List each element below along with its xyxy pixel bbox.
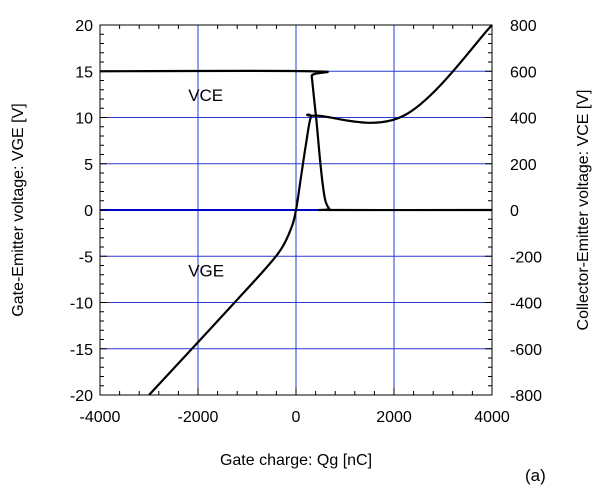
right-y-tick-label: 0	[510, 203, 519, 220]
right-y-tick-label: 200	[510, 157, 537, 174]
vce-curve	[99, 69, 493, 212]
vce-curve-label: VCE	[188, 86, 223, 105]
x-tick-label: -2000	[178, 409, 219, 426]
left-y-tick-label: -20	[70, 388, 93, 405]
left-y-tick-label: -15	[70, 342, 93, 359]
left-y-tick-label: 5	[84, 157, 93, 174]
right-y-tick-label: 400	[510, 111, 537, 128]
x-tick-label: -4000	[80, 409, 121, 426]
x-tick-label: 2000	[376, 409, 412, 426]
left-y-tick-label: -5	[79, 249, 93, 266]
left-y-tick-label: 15	[75, 64, 93, 81]
plot-frame	[99, 24, 493, 396]
left-y-tick-label: 20	[75, 18, 93, 35]
axis-ticks	[99, 24, 493, 396]
left-y-axis-title: Gate-Emitter voltage: VGE [V]	[10, 103, 27, 316]
tick-labels: -4000 -2000 0 2000 4000-20-15-10-505101520-8…	[70, 18, 542, 426]
vge-curve	[148, 24, 493, 396]
panel-label: (a)	[525, 466, 546, 485]
left-y-tick-label: 0	[84, 203, 93, 220]
right-y-tick-label: -600	[510, 342, 542, 359]
right-y-tick-label: -200	[510, 249, 542, 266]
vge-curve-label: VGE	[188, 262, 224, 281]
left-y-tick-label: 10	[75, 111, 93, 128]
x-tick-label: 0	[292, 409, 301, 426]
x-tick-label: 4000	[474, 409, 510, 426]
right-y-tick-label: 600	[510, 64, 537, 81]
left-y-tick-label: -10	[70, 296, 93, 313]
x-axis-title: Gate charge: Qg [nC]	[220, 452, 372, 469]
right-y-axis-title: Collector-Emitter voltage: VCE [V]	[575, 90, 592, 331]
right-y-tick-label: 800	[510, 18, 537, 35]
right-y-tick-label: -800	[510, 388, 542, 405]
series-layer	[99, 24, 493, 396]
right-y-tick-label: -400	[510, 296, 542, 313]
